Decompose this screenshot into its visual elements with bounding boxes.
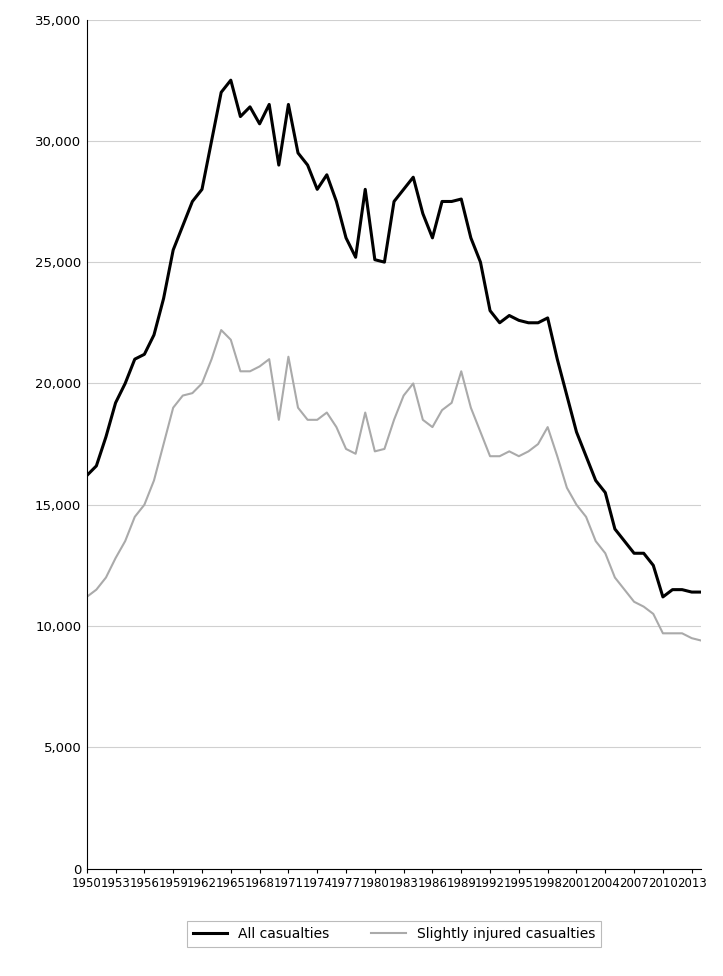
Line: All casualties: All casualties bbox=[87, 80, 701, 597]
Slightly injured casualties bbox=[697, 634, 706, 646]
Slightly injured casualties bbox=[275, 414, 283, 426]
All casualties bbox=[275, 159, 283, 171]
All casualties bbox=[659, 591, 667, 603]
All casualties bbox=[82, 469, 91, 481]
Slightly injured casualties bbox=[677, 628, 686, 639]
Slightly injured casualties bbox=[82, 591, 91, 603]
Slightly injured casualties bbox=[409, 378, 418, 389]
All casualties bbox=[620, 535, 629, 547]
Slightly injured casualties bbox=[236, 365, 244, 377]
All casualties bbox=[236, 110, 244, 122]
Legend: All casualties, Slightly injured casualties: All casualties, Slightly injured casualt… bbox=[187, 921, 601, 947]
All casualties bbox=[226, 74, 235, 86]
All casualties bbox=[351, 252, 360, 264]
Slightly injured casualties bbox=[217, 324, 226, 336]
Slightly injured casualties bbox=[620, 584, 629, 595]
Line: Slightly injured casualties: Slightly injured casualties bbox=[87, 330, 701, 640]
Slightly injured casualties bbox=[351, 448, 360, 460]
All casualties bbox=[677, 584, 686, 595]
All casualties bbox=[697, 587, 706, 598]
All casualties bbox=[409, 172, 418, 183]
